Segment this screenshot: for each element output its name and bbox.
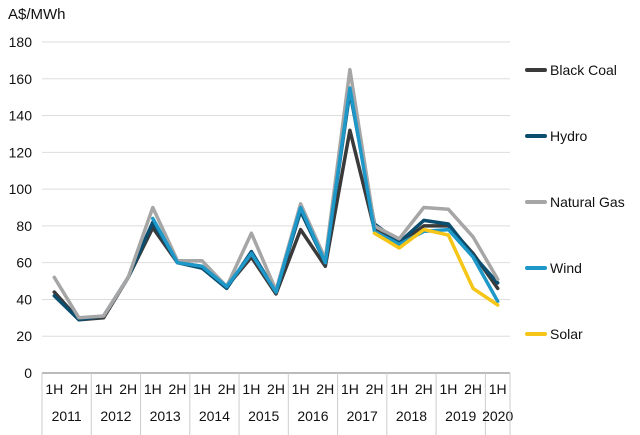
- legend: Black Coal Hydro Natural Gas Wind Solar: [525, 62, 625, 342]
- x-tick-label: 2H: [169, 381, 187, 397]
- x-tick-label: 2H: [464, 381, 482, 397]
- year-group-label: 2018: [396, 408, 427, 424]
- x-tick-label: 2H: [267, 381, 285, 397]
- y-tick-label: 0: [24, 365, 32, 381]
- year-group-label: 2020: [482, 408, 513, 424]
- year-group-label: 2013: [150, 408, 181, 424]
- x-tick-label: 2H: [415, 381, 433, 397]
- x-tick-label: 2H: [119, 381, 137, 397]
- x-tick-label: 1H: [292, 381, 310, 397]
- legend-label-solar: Solar: [550, 326, 583, 342]
- y-tick-label: 60: [16, 255, 32, 271]
- series-lines: [52, 67, 500, 322]
- x-tick-label: 1H: [390, 381, 408, 397]
- y-tick-label: 80: [16, 218, 32, 234]
- year-group-label: 2017: [347, 408, 378, 424]
- y-tick-label: 160: [9, 71, 33, 87]
- y-axis-unit-label: A$/MWh: [8, 6, 66, 23]
- legend-label-hydro: Hydro: [550, 128, 588, 144]
- y-tick-label: 180: [9, 34, 33, 50]
- x-tick-label: 1H: [439, 381, 457, 397]
- gridlines: [42, 41, 510, 374]
- x-tick-label: 1H: [144, 381, 162, 397]
- year-group-label: 2016: [297, 408, 328, 424]
- y-tick-label: 120: [9, 144, 33, 160]
- y-tick-label: 100: [9, 181, 33, 197]
- year-group-label: 2012: [100, 408, 131, 424]
- x-tick-label: 2H: [316, 381, 334, 397]
- y-tick-label: 140: [9, 108, 33, 124]
- x-tick-label: 1H: [341, 381, 359, 397]
- x-tick-label: 1H: [242, 381, 260, 397]
- y-axis-ticks: 0 20 40 60 80 100 120 140 160 180: [9, 34, 33, 381]
- x-axis-ticks: 1H 2H 1H 2H 1H 2H 1H 2H 1H 2H 1H 2H 1H 2H 1H 2H 1H 2H 1H 20…: [41, 373, 513, 435]
- y-tick-label: 20: [16, 328, 32, 344]
- x-tick-label: 1H: [45, 381, 63, 397]
- year-group-label: 2014: [199, 408, 230, 424]
- series-line-wind: [151, 86, 500, 304]
- year-group-label: 2019: [445, 408, 476, 424]
- x-tick-label: 2H: [218, 381, 236, 397]
- year-group-label: 2011: [52, 408, 82, 424]
- x-tick-label: 1H: [95, 381, 113, 397]
- x-tick-label: 1H: [193, 381, 211, 397]
- year-group-label: 2015: [248, 408, 279, 424]
- x-tick-label: 2H: [70, 381, 88, 397]
- legend-label-wind: Wind: [550, 260, 582, 276]
- series-line-solar: [372, 227, 500, 307]
- legend-label-black-coal: Black Coal: [550, 62, 617, 78]
- x-tick-label: 2H: [366, 381, 384, 397]
- y-tick-label: 40: [16, 291, 32, 307]
- series-line-natural-gas: [52, 67, 500, 320]
- x-tick-label: 1H: [489, 381, 507, 397]
- legend-label-natural-gas: Natural Gas: [550, 194, 625, 210]
